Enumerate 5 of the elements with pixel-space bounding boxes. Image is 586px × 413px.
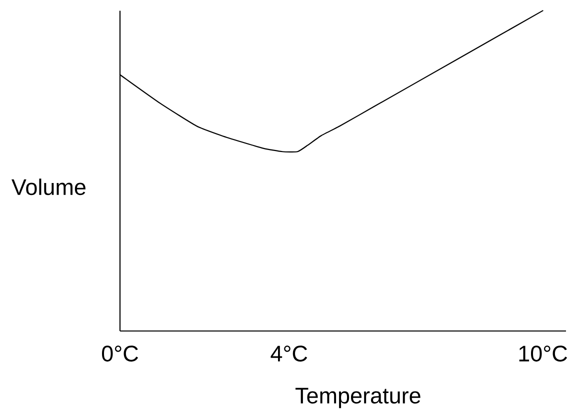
x-tick-label: 4°C (270, 346, 308, 362)
x-axis-title: Temperature (296, 388, 420, 408)
x-tick-label: 10°C (519, 346, 568, 362)
x-tick-label: 0°C (102, 346, 138, 362)
y-axis-title: Volume (12, 178, 86, 196)
